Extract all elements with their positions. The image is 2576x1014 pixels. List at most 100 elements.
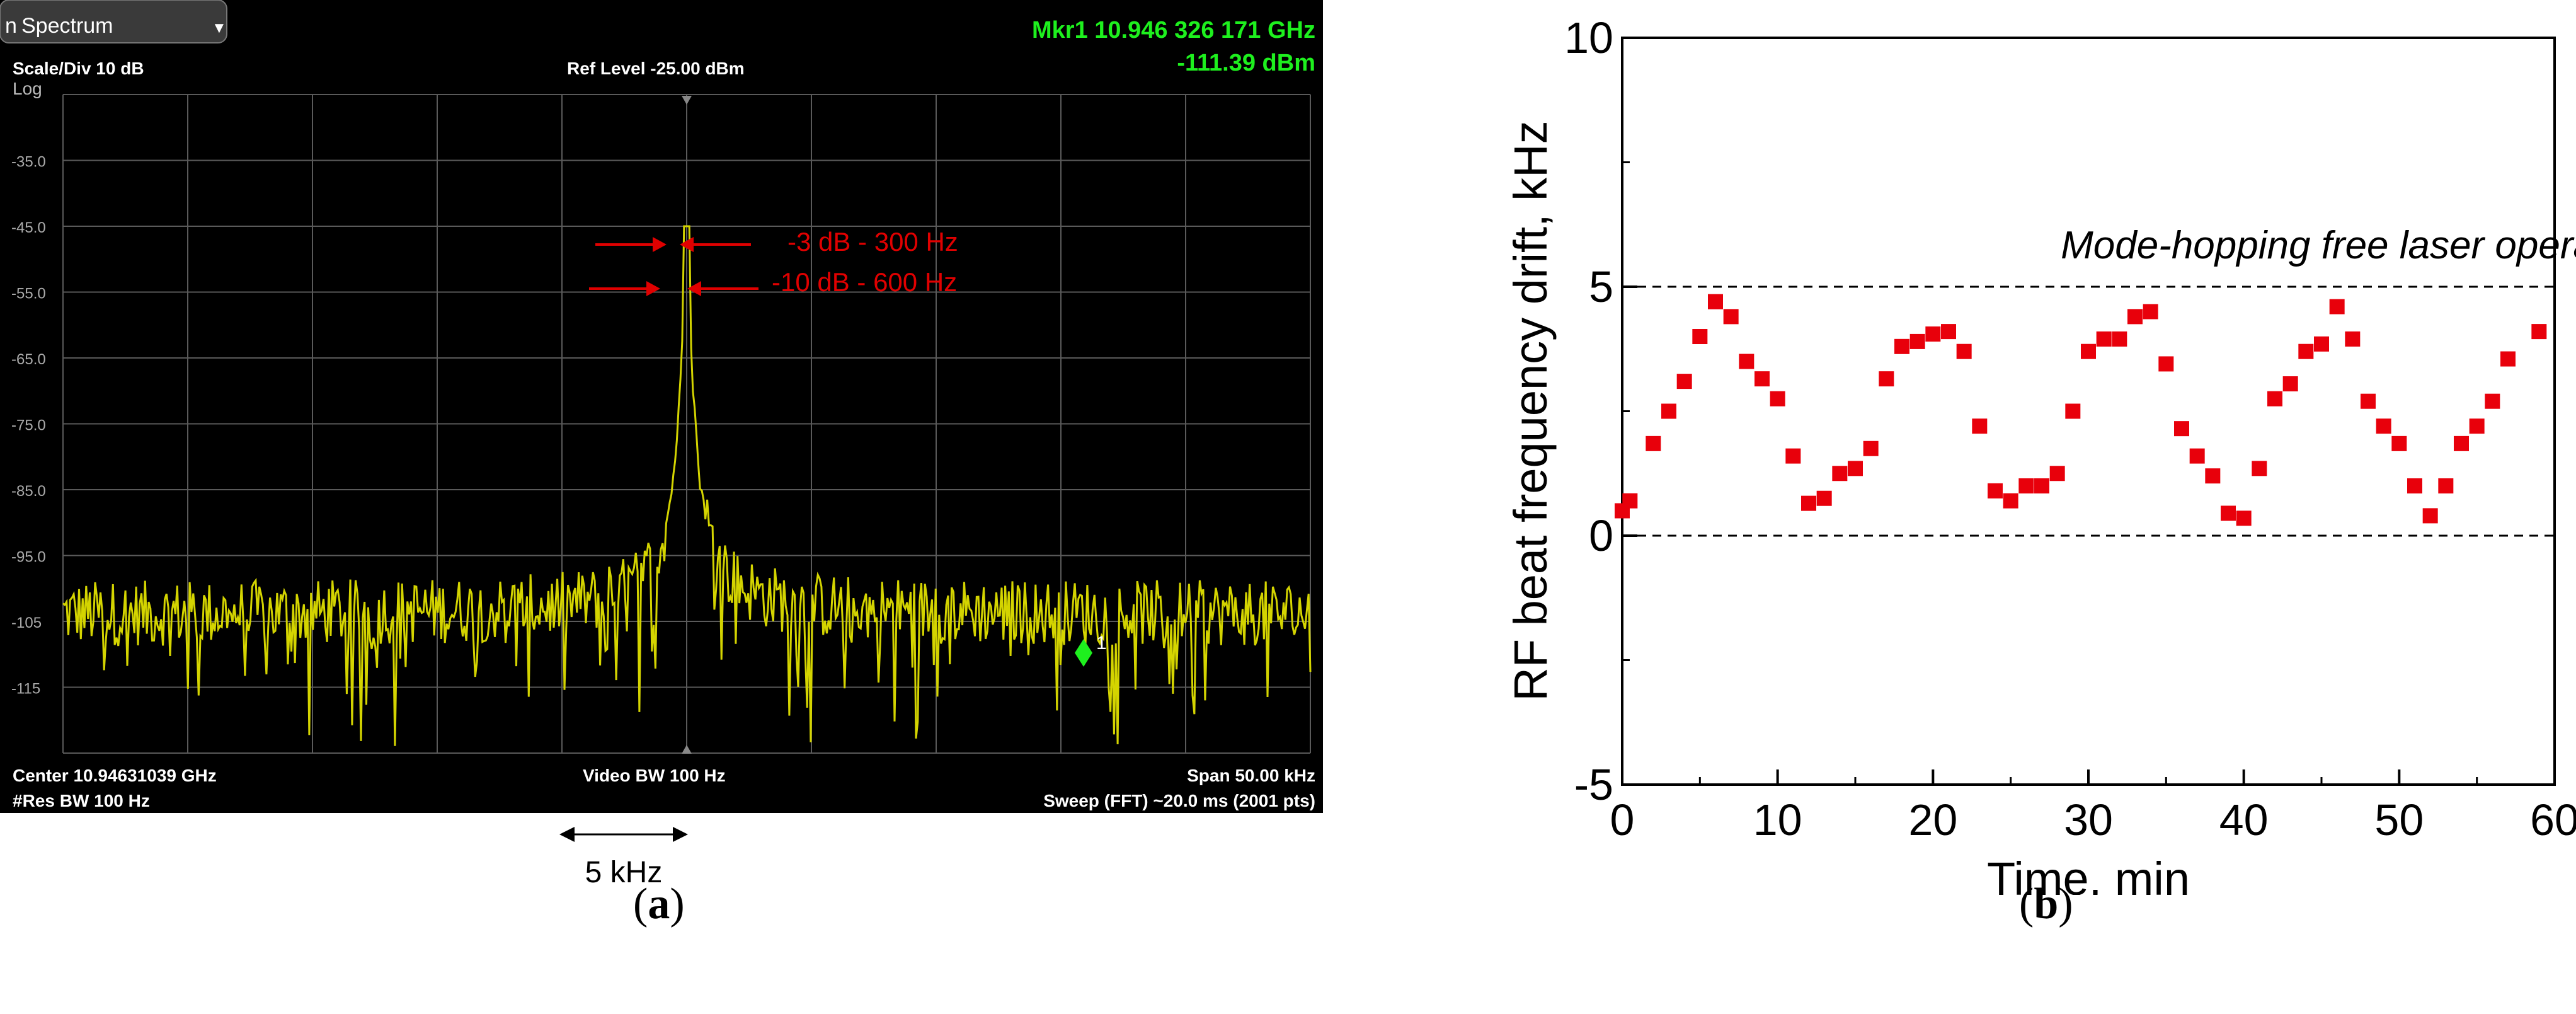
data-point [2065, 403, 2081, 419]
data-point [1941, 324, 1956, 340]
data-point [1848, 461, 1863, 476]
data-point [2361, 393, 2376, 409]
data-point [1676, 374, 1692, 389]
data-point [2127, 309, 2143, 325]
bottom-center-marker [682, 745, 692, 754]
data-point [1739, 354, 1755, 369]
spectrum-y-ticks: -35.0 -45.0 -55.0 -65.0 -75.0 -85.0 -95.0 -105 -… [11, 154, 46, 698]
data-point [1863, 441, 1879, 456]
data-point [1801, 495, 1816, 511]
annotation-10db-label: -10 dB - 600 Hz [772, 267, 957, 297]
x-tick-label: 10 [1753, 795, 1802, 844]
y-tick-label: 10 [1564, 13, 1613, 62]
data-point [2018, 478, 2034, 493]
marker-1-diamond [1075, 639, 1092, 667]
x-tick-label: 50 [2374, 795, 2424, 844]
analyzer-screen [0, 0, 1323, 813]
scale-bar-label: 5 kHz [585, 856, 663, 889]
data-point [1832, 466, 1848, 481]
caption-a: (a) [633, 880, 685, 928]
data-point [1956, 343, 1972, 359]
x-tick-label: 40 [2219, 795, 2269, 844]
data-point [2438, 478, 2454, 493]
data-point [2034, 478, 2049, 493]
data-point [2454, 435, 2469, 451]
scale-div-label: Scale/Div 10 dB [13, 59, 144, 78]
spectrum-y-tick: -55.0 [11, 285, 46, 302]
data-point [2158, 356, 2174, 372]
spectrum-y-tick: -35.0 [11, 154, 46, 171]
arrow-left-icon [687, 281, 701, 296]
data-point [2221, 505, 2236, 521]
res-bw-label: #Res BW 100 Hz [13, 791, 150, 810]
graticule [62, 94, 1311, 754]
data-point [2267, 391, 2282, 406]
data-point [1622, 493, 1638, 509]
x-axis-label: Time, min [1987, 853, 2190, 895]
spectrum-y-tick: -105 [11, 614, 42, 631]
data-point [2174, 421, 2189, 437]
annotation-3db-arrows [589, 243, 758, 290]
data-point [1972, 418, 1988, 434]
marker-readout-level: -111.39 dBm [1177, 50, 1315, 76]
data-point [1909, 333, 1925, 349]
data-point [2282, 376, 2298, 392]
annotation-mode-hopping: Mode-hopping free laser operation [2061, 224, 2576, 267]
data-point [2531, 324, 2547, 340]
plot-frame [1621, 37, 2556, 786]
scale-mode-label: Log [13, 79, 42, 98]
data-point [2143, 304, 2158, 320]
x-tick-label: 0 [1610, 795, 1635, 844]
y-tick-label: -5 [1574, 760, 1613, 809]
data-point [2329, 299, 2345, 314]
spectrum-y-tick: -45.0 [11, 219, 46, 236]
data-point [2376, 418, 2391, 434]
spectrum-tab[interactable] [0, 0, 227, 43]
caption-b: (b) [2019, 880, 2073, 928]
data-point [2391, 435, 2407, 451]
data-point [2407, 478, 2422, 493]
data-point [2485, 393, 2500, 409]
data-point [2189, 448, 2205, 464]
data-point [1661, 403, 1676, 419]
data-point [1692, 329, 1708, 344]
center-frequency-label: Center 10.94631039 GHz [13, 766, 217, 785]
sweep-label: Sweep (FFT) ~20.0 ms (2001 pts) [1043, 791, 1315, 810]
y-tick-label: 0 [1589, 511, 1613, 560]
data-point [2049, 466, 2065, 481]
ref-level-label: Ref Level -25.00 dBm [567, 59, 745, 78]
spectrum-y-tick: -95.0 [11, 549, 46, 566]
marker-readout-freq: Mkr1 10.946 326 171 GHz [1032, 17, 1315, 43]
data-point [1770, 391, 1785, 406]
spectrum-y-tick: -65.0 [11, 351, 46, 368]
arrow-left-icon [680, 237, 694, 252]
reference-lines [1622, 285, 2555, 537]
span-label: Span 50.00 kHz [1187, 766, 1315, 785]
data-point [1785, 448, 1801, 464]
video-bw-label: Video BW 100 Hz [583, 766, 726, 785]
x-tick-label: 20 [1908, 795, 1957, 844]
data-point [2469, 418, 2485, 434]
chevron-down-icon[interactable]: ▼ [212, 20, 227, 37]
data-point [1925, 326, 1941, 342]
marker-1-label: 1 [1096, 633, 1107, 654]
spectrum-panel: n Spectrum ▼ Scale/Div 10 dB Log Ref Lev… [0, 0, 1323, 889]
data-point [2500, 351, 2516, 367]
tab-label: Spectrum [21, 14, 113, 38]
data-point [2205, 468, 2221, 484]
spectrum-trace [62, 225, 1312, 746]
data-point [1755, 371, 1770, 387]
data-point [1646, 435, 1661, 451]
data-point [2081, 343, 2096, 359]
data-point [1816, 490, 1832, 506]
data-point [2112, 331, 2127, 347]
data-point [2236, 510, 2252, 526]
arrow-right-icon [653, 237, 667, 252]
arrow-right-icon [646, 281, 660, 296]
data-point [1723, 309, 1739, 325]
top-center-marker [682, 96, 692, 105]
data-points [1615, 294, 2547, 526]
y-axis-label: RF beat frequency drift, kHz [1504, 120, 1557, 701]
